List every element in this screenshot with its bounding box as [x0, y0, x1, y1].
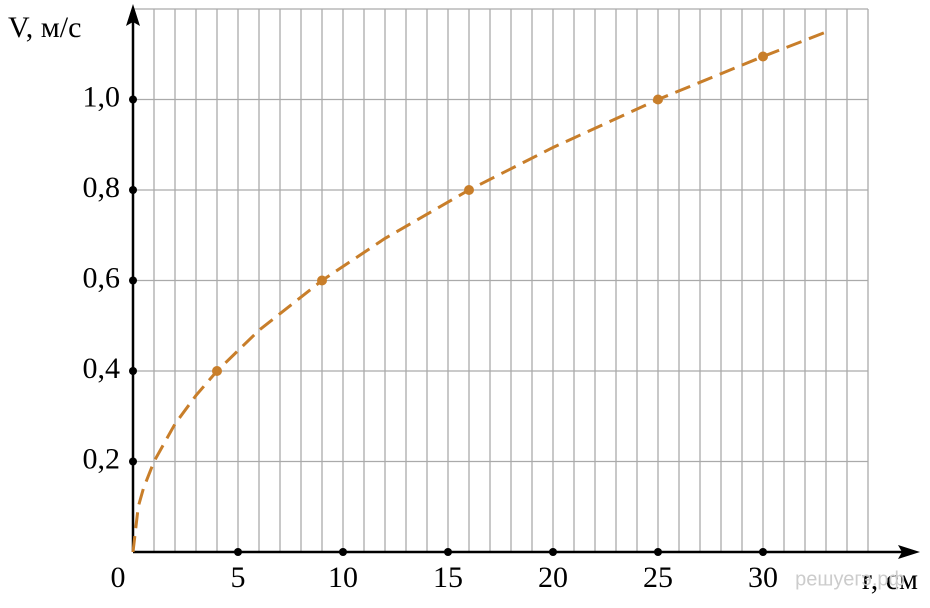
- x-tick-label: 5: [231, 561, 246, 594]
- x-tick-label: 25: [643, 561, 673, 594]
- y-tick-label: 1,0: [83, 80, 121, 113]
- y-tick-label: 0,6: [83, 261, 121, 294]
- x-tick-label: 10: [328, 561, 358, 594]
- y-tick: [129, 95, 137, 104]
- x-tick-label: 15: [433, 561, 463, 594]
- y-tick-label: 0,8: [83, 171, 121, 204]
- x-tick-label: 0: [111, 561, 126, 594]
- y-tick-label: 0,2: [83, 442, 121, 475]
- y-axis-label: V, м/с: [8, 11, 81, 44]
- curve: [131, 30, 827, 553]
- y-tick-label: 0,4: [83, 352, 121, 385]
- data-point: [653, 94, 663, 105]
- y-tick: [129, 276, 137, 285]
- data-point: [212, 366, 222, 376]
- x-tick: [654, 548, 662, 556]
- y-tick: [129, 367, 137, 375]
- y-tick: [129, 186, 137, 194]
- x-tick: [759, 548, 767, 556]
- x-tick-label: 30: [748, 561, 778, 594]
- y-tick: [129, 457, 137, 466]
- x-axis-label: r, см: [862, 563, 918, 596]
- x-tick: [234, 548, 242, 556]
- x-tick-label: 20: [538, 561, 568, 594]
- data-point: [317, 275, 327, 286]
- watermark: решуегэ.рф: [795, 568, 905, 590]
- y-axis-arrow: [126, 4, 140, 26]
- data-point: [464, 185, 474, 195]
- x-tick: [339, 548, 347, 556]
- x-tick: [549, 548, 557, 556]
- data-point: [758, 51, 768, 62]
- x-axis-arrow: [898, 545, 920, 559]
- x-tick: [444, 548, 452, 556]
